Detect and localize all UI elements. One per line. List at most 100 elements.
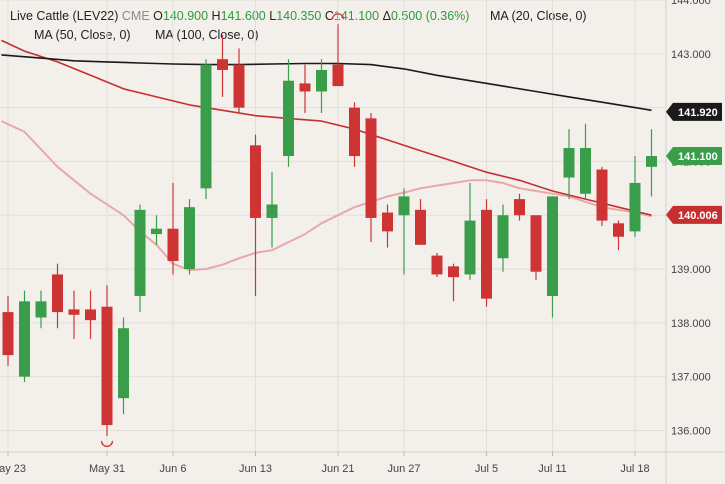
candle	[167, 182, 179, 275]
candle	[382, 204, 393, 248]
x-tick-label: Jul 18	[620, 463, 649, 475]
candle-body	[2, 312, 14, 356]
candle	[35, 290, 47, 329]
candle-body	[134, 209, 146, 296]
y-tick-label: 136.000	[671, 425, 711, 437]
candle	[332, 24, 344, 87]
candle-body	[299, 83, 311, 92]
candle	[266, 172, 278, 248]
price-flag: 140.006	[666, 205, 722, 224]
price-flag: 141.920	[666, 102, 722, 121]
candle-body	[19, 301, 30, 377]
candle-body	[283, 80, 294, 157]
x-tick-label: Jul 11	[538, 463, 567, 475]
candle-body	[514, 199, 525, 216]
y-tick-label: 137.000	[671, 372, 711, 384]
candle	[118, 317, 129, 415]
close-value: 141.100	[333, 9, 380, 23]
candle	[431, 252, 443, 278]
indicator-ma50[interactable]: MA (50, Close, 0)	[34, 28, 131, 42]
candle-body	[382, 212, 393, 232]
indicator-ma20[interactable]: MA (20, Close, 0)	[490, 9, 587, 23]
x-tick-label: May 31	[89, 463, 125, 475]
candle-body	[464, 220, 476, 275]
candle-body	[101, 306, 113, 426]
candle-body	[151, 228, 162, 235]
x-tick-label: Jun 21	[321, 463, 354, 475]
candle	[349, 102, 360, 167]
symbol-name: Live Cattle (LEV22)	[10, 9, 119, 23]
low-label: L	[269, 9, 277, 23]
x-tick-label: May 23	[0, 463, 26, 475]
candle-body	[547, 196, 558, 296]
candle-body	[184, 207, 195, 270]
candle	[283, 59, 294, 167]
candle-body	[233, 64, 245, 108]
chart-header-line1: Live Cattle (LEV22) CME O140.900 H141.60…	[10, 9, 469, 23]
candle-body	[332, 64, 344, 87]
x-tick-label: Jun 27	[387, 463, 420, 475]
candle-body	[52, 274, 63, 313]
candle	[646, 129, 657, 197]
price-flag-label: 141.100	[678, 151, 718, 163]
exchange-name: CME	[121, 9, 150, 23]
candle-body	[646, 156, 657, 167]
candle-body	[431, 255, 443, 275]
candle-body	[316, 69, 327, 92]
candle	[464, 182, 476, 280]
candle-body	[481, 209, 492, 299]
high-marker	[331, 13, 345, 20]
candle	[415, 199, 426, 245]
candle	[514, 193, 525, 221]
x-tick-label: Jun 13	[239, 463, 272, 475]
candle	[481, 199, 492, 307]
candle-body	[613, 223, 624, 237]
candle-body	[497, 215, 509, 259]
candle	[497, 204, 509, 272]
candle	[629, 156, 641, 237]
candle	[2, 295, 14, 366]
candle-body	[596, 169, 608, 221]
candle	[580, 123, 591, 200]
candle	[19, 290, 30, 383]
candle-body	[167, 228, 179, 261]
low-marker	[100, 440, 114, 447]
candle	[85, 290, 96, 339]
candle	[316, 59, 327, 113]
candle	[596, 166, 608, 226]
candle-body	[398, 196, 410, 216]
x-tick-label: Jul 5	[475, 463, 498, 475]
candle	[563, 129, 575, 200]
candle	[547, 196, 558, 318]
candle	[151, 215, 162, 245]
candle-body	[365, 118, 377, 218]
candle	[184, 199, 195, 275]
price-flag-background	[666, 102, 722, 121]
candle-body	[85, 309, 96, 321]
candle-body	[118, 328, 129, 399]
price-flag-background	[666, 147, 722, 166]
candle-body	[580, 147, 591, 194]
indicator-ma100[interactable]: MA (100, Close, 0)	[155, 28, 259, 42]
candle	[134, 204, 146, 313]
candle	[448, 263, 459, 302]
candle-body	[563, 147, 575, 178]
y-tick-label: 138.000	[671, 318, 711, 330]
y-tick-label: 139.000	[671, 264, 711, 276]
ma50-line	[1, 39, 652, 216]
candle	[365, 113, 377, 243]
price-flag-label: 140.006	[678, 210, 718, 222]
change-value: 0.500 (0.36%)	[390, 9, 470, 23]
candle-body	[448, 266, 459, 278]
close-label: C	[324, 9, 334, 23]
candle	[68, 290, 80, 339]
x-tick-label: Jun 6	[160, 463, 187, 475]
y-tick-label: 143.000	[671, 49, 711, 61]
candle	[233, 48, 245, 113]
high-value: 141.600	[220, 9, 266, 23]
candle-body	[35, 301, 47, 318]
open-value: 140.900	[162, 9, 209, 23]
price-flag-label: 141.920	[678, 107, 718, 119]
candle	[217, 34, 228, 97]
